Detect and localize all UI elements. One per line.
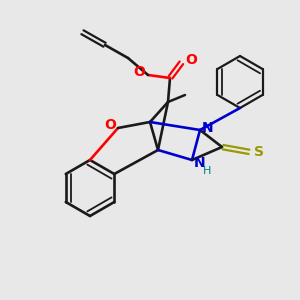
Text: H: H xyxy=(203,166,211,176)
Text: S: S xyxy=(254,145,264,159)
Text: N: N xyxy=(194,156,206,170)
Text: O: O xyxy=(104,118,116,132)
Text: O: O xyxy=(185,53,197,67)
Text: N: N xyxy=(202,121,214,135)
Text: O: O xyxy=(133,65,145,79)
